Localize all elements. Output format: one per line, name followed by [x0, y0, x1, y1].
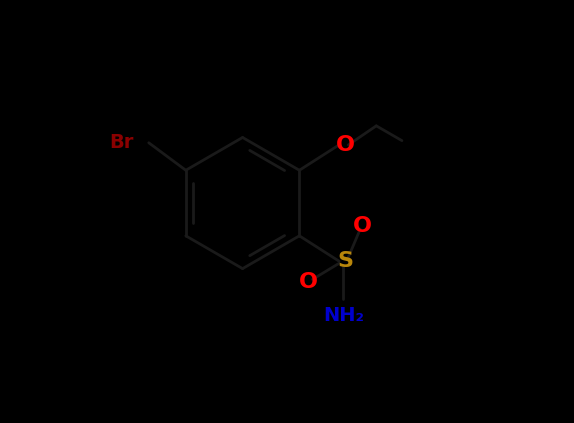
Text: NH₂: NH₂ [323, 305, 364, 324]
Text: O: O [353, 216, 372, 236]
Text: O: O [336, 135, 355, 155]
Text: Br: Br [110, 133, 134, 152]
Text: S: S [338, 251, 354, 271]
Text: O: O [298, 272, 318, 292]
